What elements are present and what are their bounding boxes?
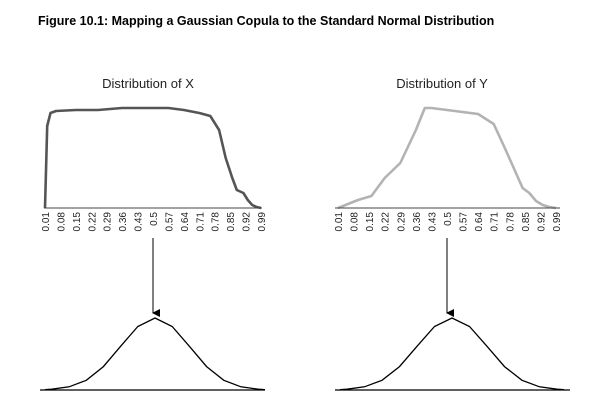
distribution-y-curve [337,106,557,210]
x-tick-label: 0.01 [334,212,345,232]
distribution-x-curve [43,106,262,210]
x-tick-label: 0.15 [365,212,376,232]
x-tick-label: 0.71 [195,212,206,232]
x-tick-label: 0.85 [226,212,237,232]
figure-title: Figure 10.1: Mapping a Gaussian Copula t… [38,14,495,28]
x-tick-label: 0.78 [211,212,222,232]
normal-curve-left [44,317,266,391]
x-tick-label: 0.92 [242,212,253,232]
x-tick-label: 0.57 [164,212,175,232]
x-tick-label: 0.64 [180,212,191,232]
x-tick-label: 0.71 [490,212,501,232]
x-tick-label: 0.36 [118,212,129,232]
distribution-y-tick-labels: 0.01 0.08 0.15 0.22 0.29 0.36 0.43 0.5 0.57 0.64 0… [334,212,563,232]
x-tick-label: 0.08 [56,212,67,232]
x-tick-label: 0.36 [412,212,423,232]
panel-title-x: Distribution of X [102,76,194,91]
x-tick-label: 0.57 [459,212,470,232]
x-tick-label: 0.15 [72,212,83,232]
x-tick-label: 0.01 [41,212,52,232]
x-tick-label: 0.5 [443,212,454,226]
x-tick-label: 0.43 [427,212,438,232]
distribution-x-tick-labels: 0.01 0.08 0.15 0.22 0.29 0.36 0.43 0.5 0.57 0.64 0… [41,212,268,232]
x-tick-label: 0.29 [103,212,114,232]
x-tick-label: 0.99 [257,212,268,232]
normal-curve-right [339,317,565,391]
x-tick-label: 0.29 [396,212,407,232]
x-tick-label: 0.92 [536,212,547,232]
x-tick-label: 0.43 [134,212,145,232]
x-tick-label: 0.85 [521,212,532,232]
x-tick-label: 0.22 [381,212,392,232]
x-tick-label: 0.78 [505,212,516,232]
panel-title-y: Distribution of Y [396,76,488,91]
x-tick-label: 0.64 [474,212,485,232]
x-tick-label: 0.22 [87,212,98,232]
x-tick-label: 0.99 [552,212,563,232]
x-tick-label: 0.5 [149,212,160,226]
x-tick-label: 0.08 [350,212,361,232]
